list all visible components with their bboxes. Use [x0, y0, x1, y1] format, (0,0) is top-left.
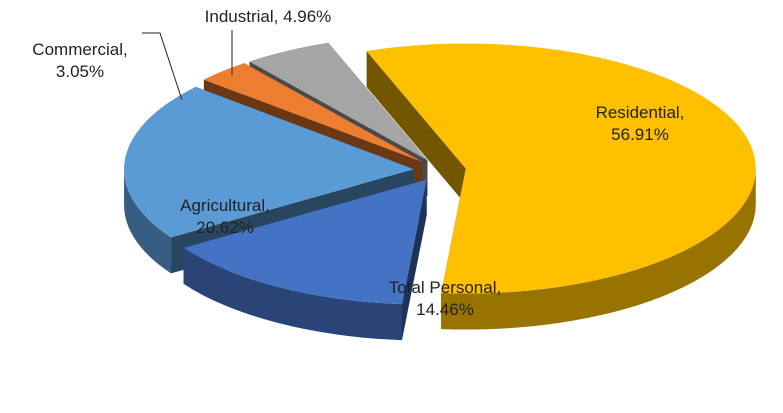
slice-wall [183, 247, 402, 341]
data-label-line: Agricultural, [180, 196, 270, 215]
slice-side [402, 179, 427, 341]
slice [183, 179, 427, 341]
slice-wall [124, 169, 172, 274]
slice-side [366, 51, 466, 205]
data-label-line: Residential, [596, 103, 685, 122]
slice-top [124, 86, 415, 238]
data-label-line: 20.62% [196, 218, 254, 237]
data-label-line: 56.91% [611, 125, 669, 144]
slice-top [183, 179, 427, 305]
leader-line [142, 32, 183, 101]
data-label-line: 14.46% [416, 300, 474, 319]
data-label-line: Commercial, [32, 40, 127, 59]
data-label: Agricultural, 20.62% [180, 196, 270, 237]
data-label: Commercial, 3.05% [32, 40, 127, 81]
slice-top [249, 42, 428, 161]
slice-wall [441, 168, 756, 330]
data-label-line: Industrial, 4.96% [205, 7, 332, 26]
slice-top [203, 63, 423, 162]
data-label-line: 3.05% [56, 62, 104, 81]
slice-top [366, 43, 756, 294]
data-label: Industrial, 4.96% [205, 7, 332, 26]
slice [366, 43, 756, 330]
data-label: Total Personal, 14.46% [389, 278, 501, 319]
data-label: Residential, 56.91% [596, 103, 685, 144]
data-label-line: Total Personal, [389, 278, 501, 297]
